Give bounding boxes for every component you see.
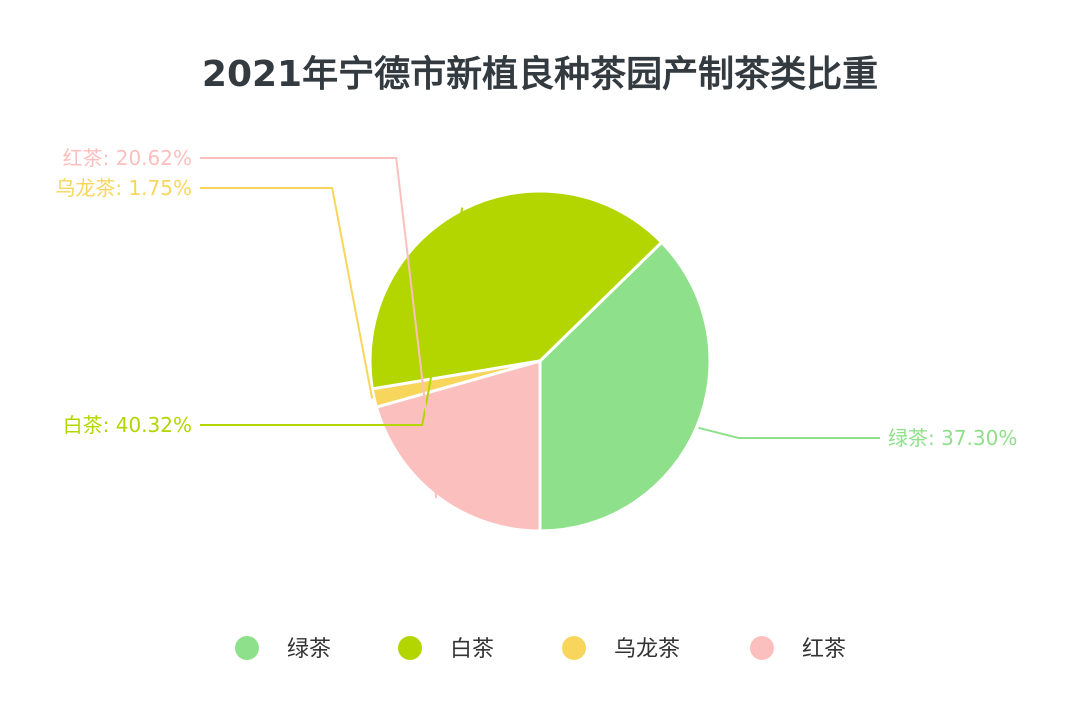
legend-label-3: 红茶 [802,637,846,662]
legend-item-3[interactable]: 红茶 [750,636,846,662]
legend-label-0: 绿茶 [287,637,331,662]
leader-line-2 [200,187,374,399]
legend-item-1[interactable]: 白茶 [398,636,494,662]
legend-marker-3 [750,636,774,660]
leader-line-0 [698,426,880,439]
pie-slice-1[interactable] [368,189,664,391]
legend-marker-1 [398,636,422,660]
chart-title: 2021年宁德市新植良种茶园产制茶类比重 [202,54,878,95]
pie-slice-0[interactable] [538,240,712,533]
data-label-2: 乌龙茶: 1.75% [55,176,192,200]
leader-line-3 [200,157,438,499]
legend-item-0[interactable]: 绿茶 [235,636,331,662]
pie-slice-3[interactable] [374,359,542,533]
data-label-0: 绿茶: 37.30% [888,426,1017,450]
data-label-1: 白茶: 40.32% [63,413,192,437]
legend-label-2: 乌龙茶 [614,637,680,662]
legend-item-2[interactable]: 乌龙茶 [562,636,680,662]
legend-label-1: 白茶 [450,637,494,662]
legend-marker-2 [562,636,586,660]
legend-marker-0 [235,636,259,660]
data-label-3: 红茶: 20.62% [63,146,192,170]
leader-line-1 [200,207,464,426]
